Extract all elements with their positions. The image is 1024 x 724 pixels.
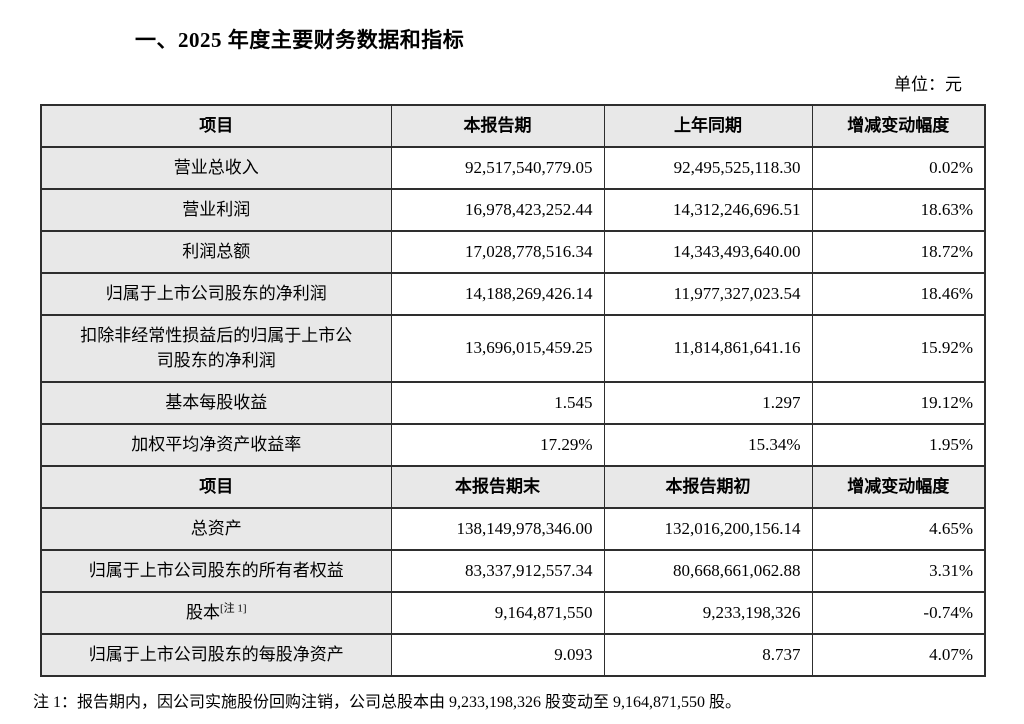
current-value-cell: 92,517,540,779.05 (390, 146, 605, 190)
header-cell-change: 增减变动幅度 (811, 104, 986, 148)
period-end-value-cell: 9,164,871,550 (390, 591, 605, 635)
header-cell-current-period: 本报告期 (390, 104, 605, 148)
table-header-row-balance: 项目 本报告期末 本报告期初 增减变动幅度 (40, 465, 986, 509)
item-cell: 扣除非经常性损益后的归属于上市公司股东的净利润 (40, 314, 392, 383)
table-row: 营业总收入 92,517,540,779.05 92,495,525,118.3… (40, 146, 986, 190)
change-value-cell: 0.02% (811, 146, 986, 190)
prior-value-cell: 15.34% (603, 423, 813, 467)
table-row: 基本每股收益 1.545 1.297 19.12% (40, 381, 986, 425)
item-label: 股本 (185, 602, 220, 622)
item-cell: 总资产 (40, 507, 392, 551)
item-cell: 基本每股收益 (40, 381, 392, 425)
period-begin-value-cell: 8.737 (603, 633, 813, 677)
current-value-cell: 17.29% (390, 423, 605, 467)
item-cell: 营业利润 (40, 188, 392, 232)
item-cell: 归属于上市公司股东的净利润 (40, 272, 392, 316)
table-row: 总资产 138,149,978,346.00 132,016,200,156.1… (40, 507, 986, 551)
item-cell: 加权平均净资产收益率 (40, 423, 392, 467)
prior-value-cell: 11,977,327,023.54 (603, 272, 813, 316)
period-begin-value-cell: 132,016,200,156.14 (603, 507, 813, 551)
table-row: 加权平均净资产收益率 17.29% 15.34% 1.95% (40, 423, 986, 467)
header-cell-period-begin: 本报告期初 (603, 465, 813, 509)
change-value-cell: 18.46% (811, 272, 986, 316)
period-begin-value-cell: 80,668,661,062.88 (603, 549, 813, 593)
change-value-cell: 4.07% (811, 633, 986, 677)
financial-data-table: 项目 本报告期 上年同期 增减变动幅度 营业总收入 92,517,540,779… (40, 104, 986, 677)
header-cell-change: 增减变动幅度 (811, 465, 986, 509)
prior-value-cell: 92,495,525,118.30 (603, 146, 813, 190)
change-value-cell: 3.31% (811, 549, 986, 593)
prior-value-cell: 1.297 (603, 381, 813, 425)
item-cell: 利润总额 (40, 230, 392, 274)
change-value-cell: 19.12% (811, 381, 986, 425)
change-value-cell: -0.74% (811, 591, 986, 635)
header-cell-item: 项目 (40, 104, 392, 148)
table-row: 归属于上市公司股东的所有者权益 83,337,912,557.34 80,668… (40, 549, 986, 593)
change-value-cell: 18.63% (811, 188, 986, 232)
current-value-cell: 16,978,423,252.44 (390, 188, 605, 232)
period-end-value-cell: 83,337,912,557.34 (390, 549, 605, 593)
table-row: 归属于上市公司股东的每股净资产 9.093 8.737 4.07% (40, 633, 986, 677)
unit-label: 单位：元 (894, 75, 962, 94)
table-header-row-period: 项目 本报告期 上年同期 增减变动幅度 (40, 104, 986, 148)
current-value-cell: 17,028,778,516.34 (390, 230, 605, 274)
current-value-cell: 13,696,015,459.25 (390, 314, 605, 383)
current-value-cell: 1.545 (390, 381, 605, 425)
current-value-cell: 14,188,269,426.14 (390, 272, 605, 316)
prior-value-cell: 14,343,493,640.00 (603, 230, 813, 274)
item-cell: 归属于上市公司股东的所有者权益 (40, 549, 392, 593)
change-value-cell: 1.95% (811, 423, 986, 467)
footnote: 注 1：报告期内，因公司实施股份回购注销，公司总股本由 9,233,198,32… (33, 694, 742, 711)
change-value-cell: 18.72% (811, 230, 986, 274)
header-cell-prior-period: 上年同期 (603, 104, 813, 148)
table-row: 利润总额 17,028,778,516.34 14,343,493,640.00… (40, 230, 986, 274)
period-end-value-cell: 9.093 (390, 633, 605, 677)
header-cell-period-end: 本报告期末 (390, 465, 605, 509)
item-cell: 股本[注 1] (40, 591, 392, 635)
table-row: 扣除非经常性损益后的归属于上市公司股东的净利润 13,696,015,459.2… (40, 314, 986, 383)
period-end-value-cell: 138,149,978,346.00 (390, 507, 605, 551)
footnote-ref-sup: [注 1] (219, 602, 247, 615)
header-cell-item: 项目 (40, 465, 392, 509)
period-begin-value-cell: 9,233,198,326 (603, 591, 813, 635)
table-row: 股本[注 1] 9,164,871,550 9,233,198,326 -0.7… (40, 591, 986, 635)
table-row: 归属于上市公司股东的净利润 14,188,269,426.14 11,977,3… (40, 272, 986, 316)
change-value-cell: 4.65% (811, 507, 986, 551)
change-value-cell: 15.92% (811, 314, 986, 383)
prior-value-cell: 14,312,246,696.51 (603, 188, 813, 232)
item-cell: 营业总收入 (40, 146, 392, 190)
page-title: 一、2025 年度主要财务数据和指标 (135, 28, 465, 52)
prior-value-cell: 11,814,861,641.16 (603, 314, 813, 383)
item-cell: 归属于上市公司股东的每股净资产 (40, 633, 392, 677)
table-row: 营业利润 16,978,423,252.44 14,312,246,696.51… (40, 188, 986, 232)
